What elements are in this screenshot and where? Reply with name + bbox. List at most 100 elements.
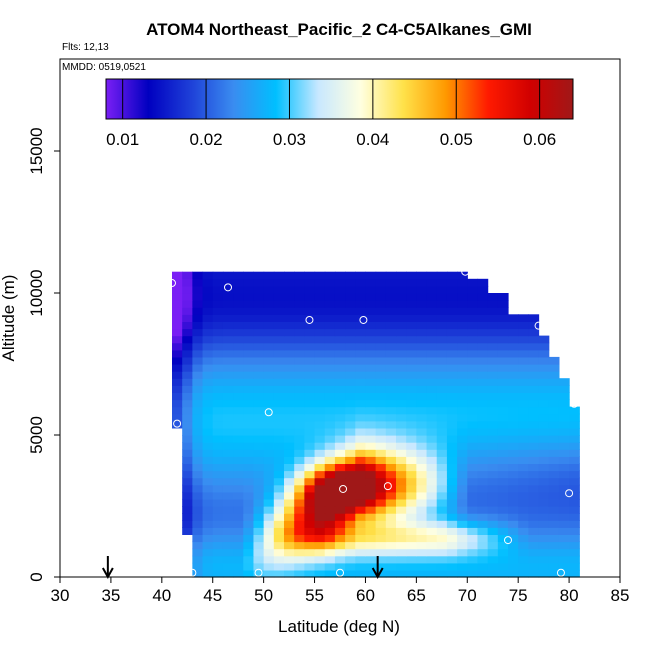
heatmap-cell — [253, 271, 265, 280]
heatmap-cell — [426, 385, 438, 393]
heatmap-cell — [477, 484, 489, 493]
heatmap-cell — [385, 271, 397, 280]
heatmap-cell — [487, 527, 499, 535]
heatmap-cell — [385, 300, 397, 308]
heatmap-cell — [436, 399, 448, 408]
heatmap-cell — [548, 527, 560, 535]
heatmap-cell — [243, 477, 255, 486]
heatmap-cell — [457, 435, 468, 443]
heatmap-cell — [172, 285, 183, 294]
heatmap-cell — [558, 392, 570, 401]
heatmap-cell — [233, 399, 244, 408]
heatmap-cell — [518, 335, 529, 344]
heatmap-cell — [314, 413, 326, 422]
heatmap-cell — [243, 335, 255, 344]
heatmap-cell — [253, 300, 265, 308]
heatmap-cell — [396, 534, 407, 543]
heatmap-cell — [508, 420, 519, 429]
heatmap-cell — [243, 293, 255, 301]
heatmap-cell — [334, 413, 346, 422]
heatmap-cell — [497, 420, 509, 429]
heatmap-cell — [375, 321, 387, 330]
heatmap-cell — [334, 420, 346, 429]
heatmap-cell — [314, 477, 326, 486]
heatmap-cell — [436, 378, 448, 386]
heatmap-cell — [182, 300, 193, 308]
heatmap-cell — [253, 335, 265, 344]
heatmap-cell — [284, 484, 295, 493]
heatmap-cell — [508, 328, 519, 337]
heatmap-cell — [446, 307, 458, 315]
heatmap-cell — [192, 349, 204, 358]
heatmap-cell — [426, 413, 438, 422]
heatmap-cell — [182, 321, 193, 330]
heatmap-cell — [396, 463, 407, 472]
heatmap-cell — [406, 335, 417, 344]
heatmap-cell — [222, 293, 234, 301]
heatmap-cell — [263, 356, 275, 365]
heatmap-cell — [548, 541, 560, 550]
heatmap-cell — [436, 491, 448, 500]
heatmap-cell — [284, 356, 295, 365]
heatmap-cell — [467, 470, 479, 479]
x-tick-label: 75 — [509, 586, 528, 605]
heatmap-cell — [222, 413, 234, 422]
heatmap-cell — [436, 555, 448, 564]
heatmap-cell — [253, 470, 265, 479]
heatmap-cell — [212, 378, 224, 386]
heatmap-cell — [487, 498, 499, 507]
heatmap-cell — [253, 321, 265, 330]
heatmap-cell — [355, 548, 367, 557]
heatmap-cell — [436, 442, 448, 450]
heatmap-cell — [182, 413, 193, 422]
heatmap-cell — [202, 527, 214, 535]
heatmap-cell — [467, 541, 479, 550]
heatmap-cell — [212, 506, 224, 514]
heatmap-cell — [446, 378, 458, 386]
heatmap-cell — [192, 435, 204, 443]
heatmap-cell — [406, 477, 417, 486]
heatmap-cell — [334, 435, 346, 443]
heatmap-cell — [314, 293, 326, 301]
heatmap-cell — [182, 278, 193, 287]
heatmap-cell — [273, 463, 285, 472]
heatmap-cell — [284, 463, 295, 472]
heatmap-cell — [233, 527, 244, 535]
heatmap-cell — [375, 548, 387, 557]
heatmap-cell — [487, 548, 499, 557]
heatmap-cell — [182, 477, 193, 486]
heatmap-cell — [304, 527, 316, 535]
heatmap-cell — [467, 399, 479, 408]
heatmap-cell — [467, 477, 479, 486]
heatmap-cell — [457, 321, 468, 330]
heatmap-cell — [334, 498, 346, 507]
colorbar-tick-label: 0.02 — [190, 130, 223, 149]
heatmap-cell — [558, 484, 570, 493]
heatmap-cell — [528, 314, 540, 322]
heatmap-cell — [467, 491, 479, 500]
sample-point — [383, 482, 392, 491]
heatmap-cell — [538, 470, 550, 479]
heatmap-cell — [222, 406, 234, 415]
heatmap-cell — [497, 406, 509, 415]
heatmap-cell — [446, 548, 458, 557]
heatmap-cell — [324, 562, 336, 571]
heatmap-cell — [304, 328, 316, 337]
heatmap-cell — [324, 470, 336, 479]
heatmap-cell — [518, 385, 529, 393]
heatmap-cell — [467, 534, 479, 543]
heatmap-cell — [324, 520, 336, 528]
heatmap-cell — [426, 285, 438, 294]
heatmap-cell — [314, 349, 326, 358]
heatmap-cell — [416, 342, 428, 351]
heatmap-cell — [375, 371, 387, 379]
heatmap-cell — [243, 534, 255, 543]
heatmap-cell — [192, 356, 204, 365]
heatmap-cell — [334, 278, 346, 287]
heatmap-cell — [222, 378, 234, 386]
heatmap-cell — [273, 435, 285, 443]
heatmap-cell — [365, 328, 377, 337]
heatmap-cell — [233, 392, 244, 401]
heatmap-cell — [406, 506, 417, 514]
heatmap-cell — [324, 463, 336, 472]
